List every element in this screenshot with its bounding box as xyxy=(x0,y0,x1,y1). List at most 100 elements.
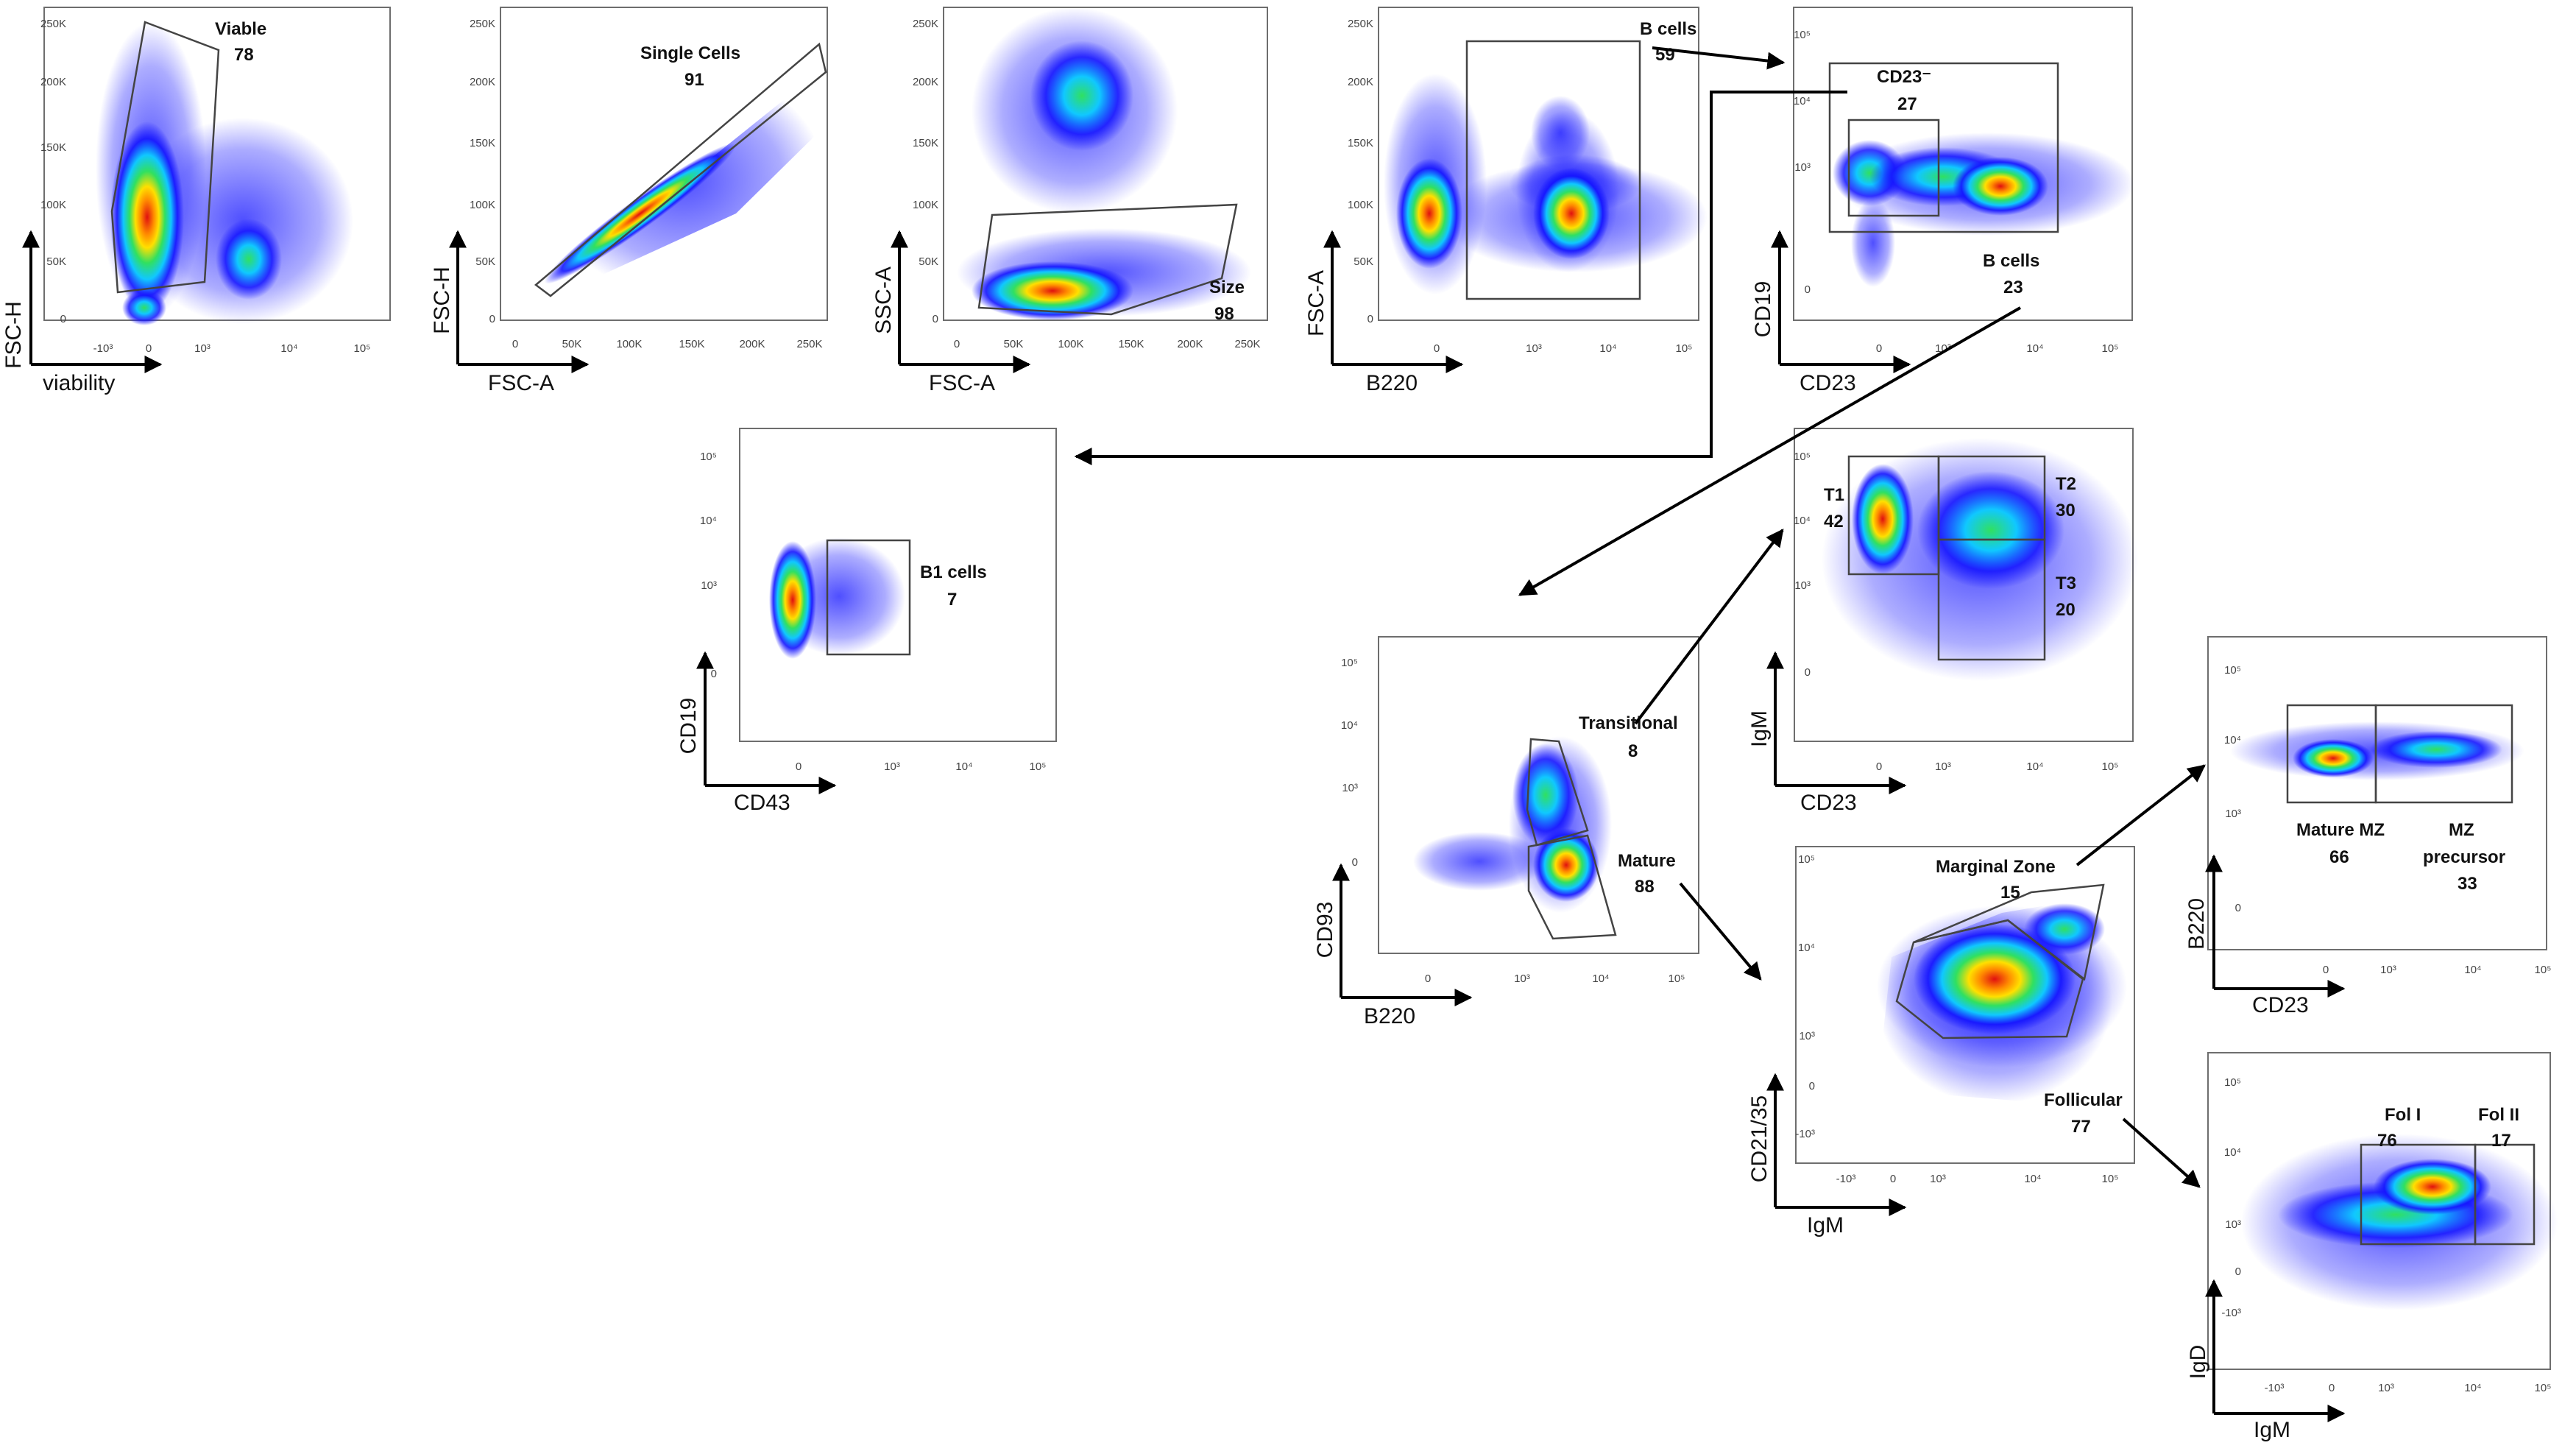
tick-label: 10³ xyxy=(2380,964,2396,976)
tick-label: 10⁴ xyxy=(2026,760,2043,773)
x-ticks: 0 10³ 10⁴ 10⁵ xyxy=(1434,342,1693,355)
tick-label: 0 xyxy=(796,760,802,773)
tick-label: 10³ xyxy=(2225,808,2241,820)
tick-label: 10⁵ xyxy=(700,451,717,463)
x-ticks: 0 10³ 10⁴ 10⁵ xyxy=(1876,760,2119,773)
density-cloud xyxy=(2230,721,2524,780)
gate-viable xyxy=(110,21,220,294)
plot-mz-subsets: Mature MZ 66 MZ precursor 33 0 10³ 10⁴ 1… xyxy=(2184,636,2551,1017)
gate-label: B cells xyxy=(1983,251,2039,271)
density-cloud xyxy=(769,537,905,659)
gate-t3 xyxy=(1937,538,2046,661)
gate-label: B1 cells xyxy=(920,562,987,582)
gate-fol-2 xyxy=(2474,1143,2536,1246)
y-ticks: 0 10³ 10⁴ 10⁵ xyxy=(1794,29,1811,296)
gate-label: Follicular xyxy=(2044,1090,2123,1110)
gating-arrows xyxy=(1074,46,2206,1188)
plot-follicular-subsets: Fol I 76 Fol II 17 -10³ 0 10³ 10⁴ 10⁵ -1… xyxy=(2186,1052,2558,1442)
tick-label: 100K xyxy=(616,338,642,350)
x-axis-label: CD23 xyxy=(1800,371,1856,395)
y-ticks: -10³ 0 10³ 10⁴ 10⁵ xyxy=(1795,853,1815,1140)
tick-label: 10⁵ xyxy=(354,342,371,355)
plot-cd19-cd23: CD23⁻ 27 B cells 23 0 10³ 10⁴ 10⁵ 0 10³ … xyxy=(1751,7,2134,395)
x-axis-label: FSC-A xyxy=(929,371,995,395)
gate-percent: 17 xyxy=(2491,1131,2511,1151)
tick-label: 150K xyxy=(913,137,938,149)
tick-label: 250K xyxy=(913,18,938,30)
tick-label: 0 xyxy=(2235,1265,2241,1278)
tick-label: 10⁵ xyxy=(2224,664,2241,677)
axis-corner xyxy=(2205,854,2346,998)
gate-label: T1 xyxy=(1824,485,1844,505)
tick-label: 250K xyxy=(796,338,822,350)
tick-label: 10³ xyxy=(1514,972,1530,985)
tick-label: 100K xyxy=(40,199,66,211)
y-axis-label: CD19 xyxy=(676,698,701,755)
tick-label: 150K xyxy=(679,338,704,350)
tick-label: 10⁵ xyxy=(1669,972,1685,985)
gate-percent: 42 xyxy=(1824,512,1844,532)
tick-label: 10⁴ xyxy=(1592,972,1609,985)
y-axis-label: SSC-A xyxy=(871,266,896,334)
tick-label: 200K xyxy=(913,76,938,88)
gate-label: Mature MZ xyxy=(2296,820,2385,840)
tick-label: 10⁴ xyxy=(955,760,972,773)
y-ticks: -10³ 0 10³ 10⁴ 10⁵ xyxy=(2221,1076,2241,1319)
gate-percent: 23 xyxy=(2003,278,2023,297)
density-cloud xyxy=(1877,894,2127,1104)
y-ticks: 0 10³ 10⁴ 10⁵ xyxy=(1341,657,1358,869)
x-ticks: 0 10³ 10⁴ 10⁵ xyxy=(1425,972,1685,985)
tick-label: 0 xyxy=(512,338,518,350)
plot-frame xyxy=(2207,636,2547,950)
y-axis-label: FSC-A xyxy=(1304,270,1328,336)
tick-label: 10⁴ xyxy=(2224,734,2241,746)
x-ticks: 0 50K 100K 150K 200K 250K xyxy=(512,338,823,350)
tick-label: -10³ xyxy=(1795,1128,1815,1140)
tick-label: 0 xyxy=(1352,856,1358,869)
tick-label: 10⁴ xyxy=(2464,1382,2481,1394)
x-axis-label: IgM xyxy=(1807,1213,1844,1238)
axis-corner xyxy=(1766,1073,1907,1216)
x-axis-label: B220 xyxy=(1366,371,1418,395)
arrow-bcells-to-cd19 xyxy=(1652,46,1786,70)
y-ticks: 0 50K 100K 150K 200K 250K xyxy=(470,18,495,325)
tick-label: 10³ xyxy=(2225,1218,2241,1231)
density-cloud xyxy=(1833,133,2134,287)
x-axis-label: CD23 xyxy=(2252,993,2309,1017)
tick-label: 250K xyxy=(1348,18,1373,30)
gate-percent: 77 xyxy=(2071,1117,2091,1137)
tick-label: 10³ xyxy=(1930,1173,1946,1185)
tick-label: 10⁵ xyxy=(1341,657,1358,669)
tick-label: 10³ xyxy=(1794,579,1811,592)
gate-single-cells xyxy=(534,42,827,297)
tick-label: 10⁴ xyxy=(1794,515,1811,527)
tick-label: 200K xyxy=(470,76,495,88)
y-axis-label: FSC-H xyxy=(1,301,26,369)
arrow-mature-to-cd21 xyxy=(1679,882,1762,981)
tick-label: 0 xyxy=(1890,1173,1896,1185)
tick-label: 10³ xyxy=(1799,1030,1815,1042)
arrow-transitional-to-t-subsets xyxy=(1634,529,1784,725)
tick-label: 0 xyxy=(1809,1080,1815,1092)
tick-label: 200K xyxy=(1177,338,1203,350)
gate-label: Marginal Zone xyxy=(1936,857,2056,877)
gate-label: Mature xyxy=(1618,851,1676,871)
tick-label: 100K xyxy=(1058,338,1083,350)
gate-label: CD23⁻ xyxy=(1877,67,1931,87)
gate-percent: 91 xyxy=(684,70,704,90)
x-ticks: -10³ 0 10³ 10⁴ 10⁵ xyxy=(1836,1173,2119,1185)
gate-percent: 78 xyxy=(234,45,254,65)
gate-mz-precursor xyxy=(2374,704,2513,804)
gate-percent: 20 xyxy=(2056,600,2076,620)
density-cloud xyxy=(1384,74,1708,294)
gate-percent: 66 xyxy=(2329,847,2349,867)
y-ticks: 0 50K 100K 150K 200K 250K xyxy=(1348,18,1373,325)
tick-label: 10⁴ xyxy=(2224,1146,2241,1159)
gate-label: T3 xyxy=(2056,573,2076,593)
gate-percent: 33 xyxy=(2458,874,2477,894)
axis-corner xyxy=(1332,863,1473,1006)
y-ticks: 0 10³ 10⁴ 10⁵ xyxy=(700,451,717,680)
plot-b220: B cells 59 0 50K 100K 150K 200K 250K 0 1… xyxy=(1304,7,1708,395)
tick-label: 10⁵ xyxy=(1798,853,1815,866)
